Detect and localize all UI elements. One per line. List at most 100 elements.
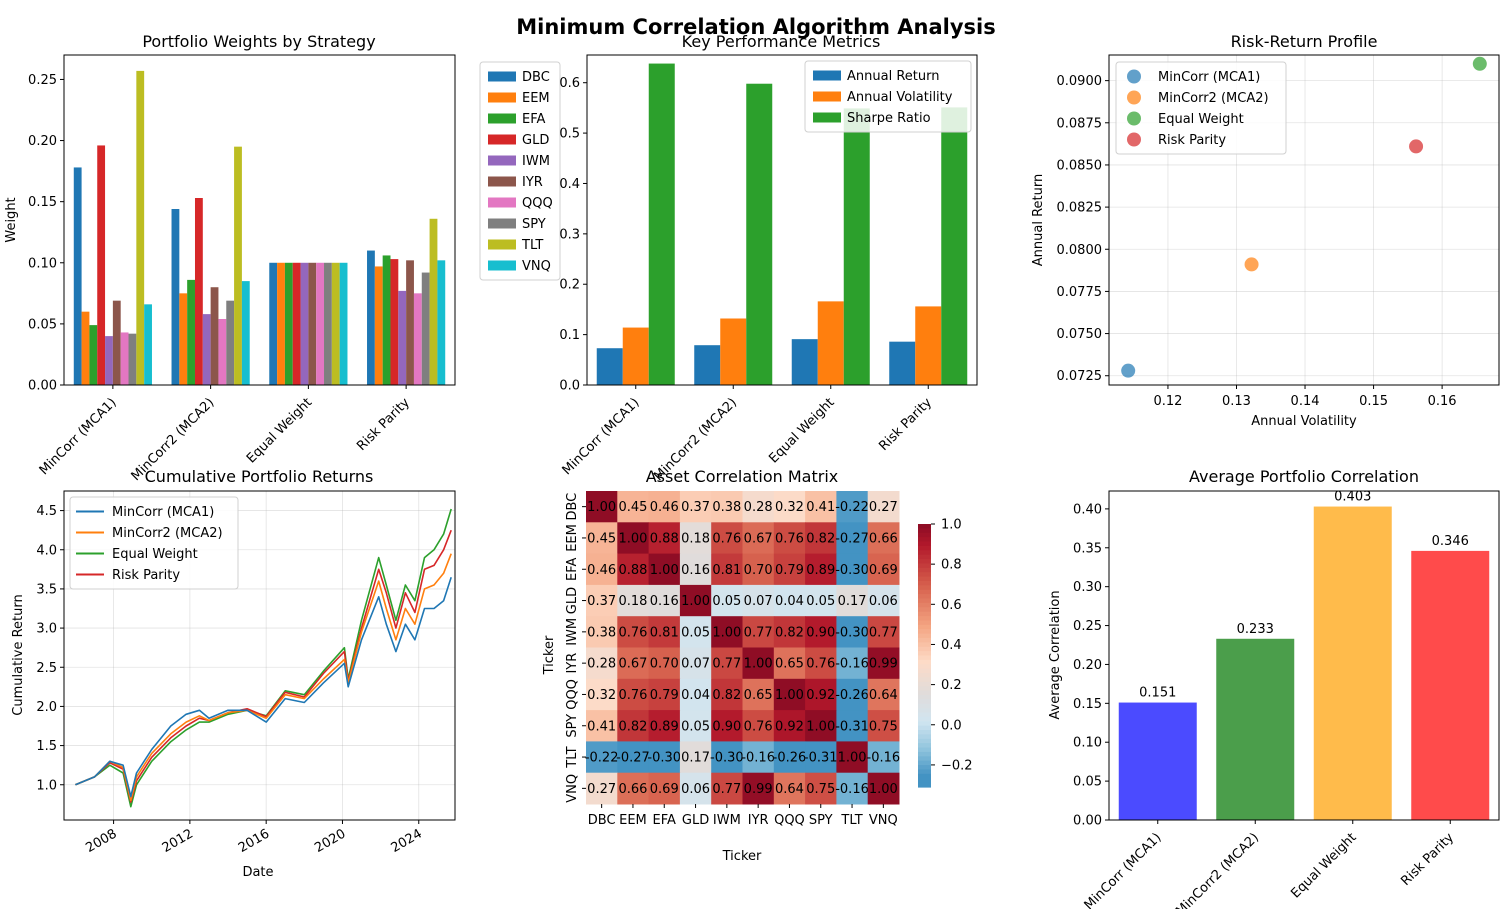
corr-cell <box>586 772 618 805</box>
weights-legend-swatch <box>488 113 516 124</box>
cumulative-xlabel: Date <box>242 865 273 880</box>
corr-cell-value: 0.27 <box>869 500 898 515</box>
metrics-ytick-label: 0.3 <box>559 227 580 242</box>
colorbar-tick-label: 1.0 <box>941 518 962 533</box>
corr-cell <box>836 772 869 805</box>
metrics-axes-frame <box>586 54 978 386</box>
corr-cell-value: 0.82 <box>712 688 741 703</box>
corr-cell-value: -0.16 <box>835 782 869 797</box>
cumulative-legend-frame <box>69 496 239 590</box>
corr-cell-value: -0.22 <box>585 751 619 766</box>
weights-bar-dbc <box>269 262 278 385</box>
weights-ylabel: Weight <box>4 197 19 242</box>
corr-ytick-label: IYR <box>565 653 580 674</box>
corr-cell-value: 0.77 <box>712 782 741 797</box>
colorbar-segment <box>918 716 931 722</box>
cumulative-ytick-label: 1.0 <box>36 778 57 793</box>
metrics-ytick-label: 0.5 <box>559 127 580 142</box>
corr-cell <box>742 522 775 555</box>
corr-cell-value: 1.00 <box>744 657 773 672</box>
colorbar-tick-label: 0.0 <box>941 718 962 733</box>
corr-cell <box>586 616 618 648</box>
corr-cell-value: -0.30 <box>835 563 869 578</box>
riskreturn-ylabel: Annual Return <box>1031 174 1046 266</box>
metrics-legend-swatch <box>813 112 841 123</box>
colorbar-segment <box>918 760 931 766</box>
corr-cell <box>773 710 806 742</box>
corr-cell-value: 0.45 <box>587 531 616 546</box>
corr-cell-value: -0.26 <box>835 688 869 703</box>
colorbar-segment <box>918 563 931 569</box>
corr-cell-value: 0.76 <box>744 719 773 734</box>
corr-cell-value: 0.76 <box>775 531 804 546</box>
cumulative-legend-label: Risk Parity <box>112 568 180 583</box>
avgcorr-ytick-label: 0.30 <box>1073 580 1102 595</box>
colorbar-segment <box>918 545 931 551</box>
corr-cell <box>773 553 806 586</box>
corr-cell-value: 0.46 <box>650 500 679 515</box>
weights-legend-swatch <box>488 239 516 250</box>
corr-cell <box>711 584 743 617</box>
corr-cell <box>773 491 806 523</box>
corr-cell-value: -0.30 <box>835 625 869 640</box>
weights-legend-label: SPY <box>522 217 546 232</box>
corr-cell <box>805 647 837 680</box>
corr-cell <box>617 553 650 586</box>
corr-cell-value: 0.89 <box>806 563 835 578</box>
weights-bar-efa <box>284 262 293 385</box>
weights-xtick-label: Risk Parity <box>354 395 413 454</box>
cumulative-ytick-label: 3.0 <box>36 622 57 637</box>
corr-cell <box>586 553 618 586</box>
weights-bar-iyr <box>210 287 219 385</box>
avgcorr-bar-value: 0.346 <box>1432 534 1469 549</box>
avgcorr-bar-value: 0.151 <box>1139 686 1176 701</box>
corr-cell <box>648 522 681 555</box>
riskreturn-axes-frame <box>1108 54 1500 386</box>
weights-chart: Portfolio Weights by Strategy Weight 0.0… <box>4 32 561 484</box>
corr-cell <box>867 772 900 805</box>
corr-cell-value: 0.17 <box>681 751 710 766</box>
corr-cell <box>805 772 837 805</box>
corr-cell <box>679 491 712 523</box>
metrics-bar-annual-return <box>889 341 916 385</box>
weights-bar-vnq <box>339 262 348 385</box>
weights-bar-tlt <box>234 146 242 385</box>
weights-bar-spy <box>421 272 430 385</box>
corr-cell <box>773 522 806 555</box>
corr-cell-value: 1.00 <box>618 531 647 546</box>
corr-cell-value: 0.05 <box>681 719 710 734</box>
metrics-bar-annual-return <box>694 345 721 385</box>
corr-cell <box>742 647 775 680</box>
cumulative-ytick-label: 1.5 <box>36 739 57 754</box>
corr-cell-value: 0.66 <box>869 531 898 546</box>
corrmatrix-title: Asset Correlation Matrix <box>646 467 839 486</box>
weights-bar-eem <box>81 311 90 385</box>
weights-legend-label: QQQ <box>522 196 553 211</box>
corr-cell <box>773 741 806 774</box>
colorbar-segment <box>918 594 931 600</box>
corr-cell <box>679 710 712 742</box>
corr-cell <box>867 741 900 774</box>
colorbar-segment <box>918 607 931 613</box>
corr-cell <box>586 741 618 774</box>
colorbar-segment <box>918 730 931 735</box>
colorbar-segment <box>918 633 931 639</box>
colorbar-segment <box>918 782 931 788</box>
corr-cell-value: 1.00 <box>838 751 867 766</box>
corr-cell <box>617 678 650 711</box>
corr-cell <box>648 553 681 586</box>
corr-cell-value: 0.67 <box>618 657 647 672</box>
avgcorr-ylabel: Average Correlation <box>1048 590 1063 719</box>
corr-cell-value: 0.04 <box>681 688 710 703</box>
corr-xtick-label: IYR <box>748 813 769 828</box>
weights-xtick-label: Equal Weight <box>244 395 315 466</box>
corr-cell <box>648 584 681 617</box>
corr-cell <box>679 772 712 805</box>
corr-cell-value: 0.07 <box>681 657 710 672</box>
corr-xtick-label: EEM <box>619 813 647 828</box>
colorbar-segment <box>918 537 931 543</box>
corr-cell-value: 0.81 <box>712 563 741 578</box>
cumulative-ytick-label: 4.5 <box>36 504 57 519</box>
corr-cell-value: 0.65 <box>744 688 773 703</box>
